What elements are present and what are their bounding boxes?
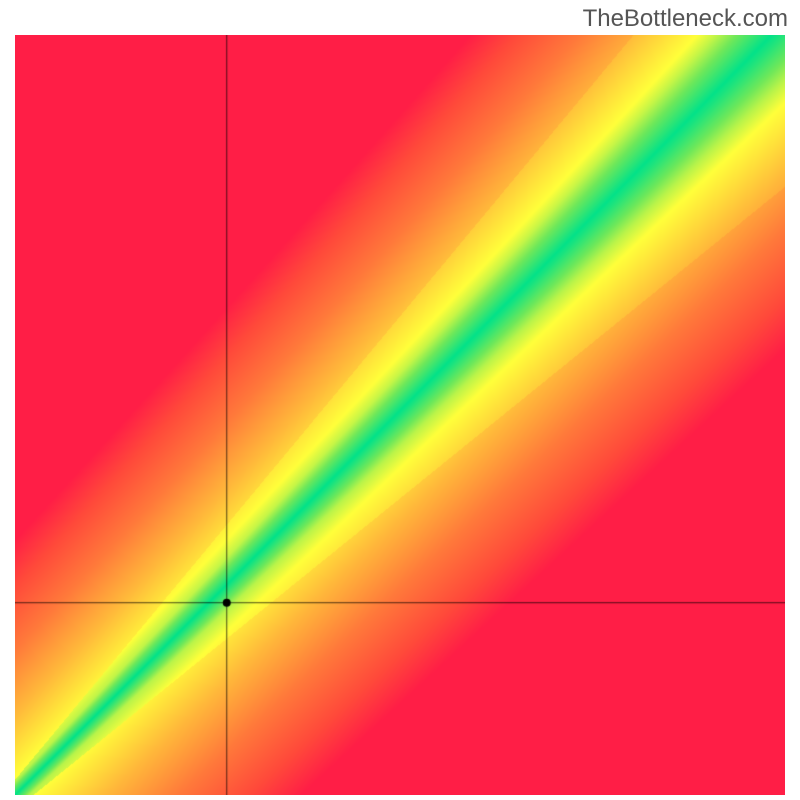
watermark-text: TheBottleneck.com: [583, 5, 788, 33]
bottleneck-heatmap: [15, 35, 785, 795]
